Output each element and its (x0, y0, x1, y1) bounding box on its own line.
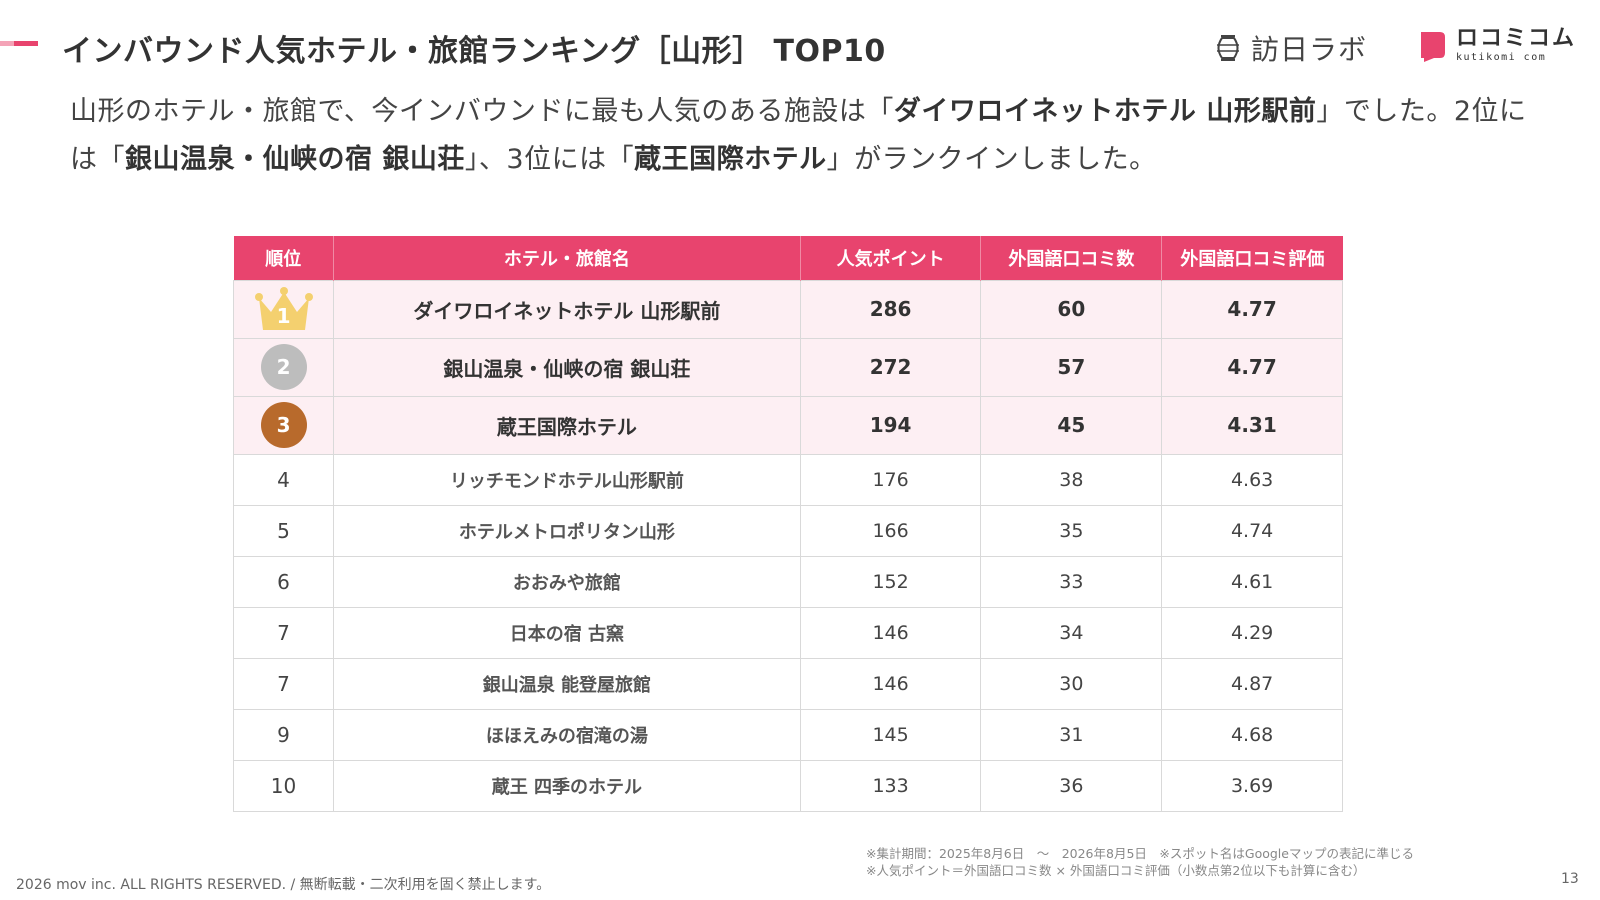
hotel-name: ダイワロイネットホテル 山形駅前 (333, 279, 801, 339)
bronze-medal-icon: 3 (260, 402, 307, 448)
table-row: 6 おおみや旅館 152 33 4.61 (232, 555, 1343, 608)
summary-highlight-first: ダイワロイネットホテル 山形駅前 (893, 96, 1317, 127)
footnote-period: ※集計期間：2025年8月6日 〜 2026年8月5日 ※スポット名はGoogl… (866, 846, 1414, 861)
summary-part: 」でした。2位には「 (70, 96, 1527, 175)
review-count-cell: 38 (980, 453, 1163, 506)
kutikomi-logo-subtext: kutikomi com (1456, 52, 1547, 63)
hotel-name: おおみや旅館 (333, 555, 801, 608)
hotel-name: 銀山温泉・仙峡の宿 銀山荘 (333, 337, 801, 397)
review-count-cell: 33 (980, 555, 1163, 608)
rating-cell: 4.68 (1161, 708, 1343, 761)
table-row: 7 日本の宿 古窯 146 34 4.29 (232, 606, 1343, 659)
table-row: 5 ホテルメトロポリタン山形 166 35 4.74 (232, 504, 1343, 557)
rank-cell: 6 (232, 555, 335, 608)
rating-cell: 4.87 (1161, 657, 1343, 710)
rating-cell: 4.74 (1161, 504, 1343, 557)
rank-cell: 7 (232, 606, 335, 659)
table-row: 7 銀山温泉 能登屋旅館 146 30 4.87 (232, 657, 1343, 710)
summary-highlight-third: 蔵王国際ホテル (634, 144, 827, 175)
hotel-name: 蔵王国際ホテル (333, 395, 801, 455)
kutikomi-logo: ロコミコム kutikomi com (1418, 28, 1576, 63)
table-row: 10 蔵王 四季のホテル 133 36 3.69 (232, 759, 1343, 812)
header-name: ホテル・旅館名 (333, 236, 801, 280)
points-cell: 146 (799, 657, 982, 710)
rank-cell: 5 (232, 504, 335, 557)
copyright-text: 2026 mov inc. ALL RIGHTS RESERVED. / 無断転… (16, 877, 551, 893)
footnotes: ※集計期間：2025年8月6日 〜 2026年8月5日 ※スポット名はGoogl… (866, 845, 1414, 879)
rank-cell: 2 (232, 337, 335, 397)
table-row: 4 リッチモンドホテル山形駅前 176 38 4.63 (232, 453, 1343, 506)
honichi-lab-logo-text: 訪日ラボ (1251, 33, 1368, 66)
rank-number: 1 (276, 304, 291, 328)
speech-bubble-icon (1421, 31, 1445, 62)
page-title: インバウンド人気ホテル・旅館ランキング［山形］ TOP10 (62, 34, 886, 69)
review-count-cell: 35 (980, 504, 1163, 557)
points-cell: 166 (799, 504, 982, 557)
rank-cell: 7 (232, 657, 335, 710)
points-cell: 152 (799, 555, 982, 608)
rank-cell: 10 (232, 759, 335, 812)
table-row: 9 ほほえみの宿滝の湯 145 31 4.68 (232, 708, 1343, 761)
points-cell: 146 (799, 606, 982, 659)
points-cell: 133 (799, 759, 982, 812)
hotel-name: ホテルメトロポリタン山形 (333, 504, 801, 557)
rating-cell: 4.77 (1161, 279, 1343, 339)
ranking-table: 順位 ホテル・旅館名 人気ポイント 外国語口コミ数 外国語口コミ評価 1 ダ (232, 236, 1343, 812)
summary-part: 」、3位には「 (464, 144, 635, 175)
honichi-lab-logo: 訪日ラボ (1213, 28, 1367, 68)
table-row: 2 銀山温泉・仙峡の宿 銀山荘 272 57 4.77 (232, 337, 1343, 397)
rank-cell: 9 (232, 708, 335, 761)
review-count-cell: 57 (980, 337, 1163, 397)
points-cell: 145 (799, 708, 982, 761)
points-cell: 176 (799, 453, 982, 506)
crown-icon: 1 (251, 284, 317, 334)
review-count-cell: 34 (980, 606, 1163, 659)
review-count-cell: 45 (980, 395, 1163, 455)
points-cell: 272 (799, 337, 982, 397)
review-count-cell: 30 (980, 657, 1163, 710)
rating-cell: 4.63 (1161, 453, 1343, 506)
review-count-cell: 36 (980, 759, 1163, 812)
rating-cell: 3.69 (1161, 759, 1343, 812)
hotel-name: 銀山温泉 能登屋旅館 (333, 657, 801, 710)
footnote-formula: ※人気ポイント＝外国語口コミ数 × 外国語口コミ評価（小数点第2位以下も計算に含… (866, 863, 1366, 878)
header-rank: 順位 (233, 236, 335, 280)
rating-cell: 4.61 (1161, 555, 1343, 608)
rating-cell: 4.29 (1161, 606, 1343, 659)
table-header-row: 順位 ホテル・旅館名 人気ポイント 外国語口コミ数 外国語口コミ評価 (233, 236, 1343, 280)
hotel-name: ほほえみの宿滝の湯 (333, 708, 801, 761)
hotel-name: 蔵王 四季のホテル (333, 759, 801, 812)
points-cell: 194 (799, 395, 982, 455)
lantern-icon (1217, 35, 1239, 61)
table-row: 3 蔵王国際ホテル 194 45 4.31 (232, 395, 1343, 455)
rating-cell: 4.77 (1161, 337, 1343, 397)
title-accent-bar (0, 41, 38, 46)
summary-part: 山形のホテル・旅館で、今インバウンドに最も人気のある施設は「 (70, 96, 894, 127)
review-count-cell: 31 (980, 708, 1163, 761)
page-number: 13 (1561, 871, 1579, 887)
header-review-count: 外国語口コミ数 (980, 236, 1163, 280)
header-review-rating: 外国語口コミ評価 (1161, 236, 1343, 280)
table-row: 1 ダイワロイネットホテル 山形駅前 286 60 4.77 (232, 279, 1343, 339)
rank-cell: 3 (232, 395, 335, 455)
rating-cell: 4.31 (1161, 395, 1343, 455)
hotel-name: 日本の宿 古窯 (333, 606, 801, 659)
points-cell: 286 (799, 279, 982, 339)
silver-medal-icon: 2 (260, 344, 307, 390)
summary-part: 」がランクインしました。 (826, 144, 1157, 175)
summary-text: 山形のホテル・旅館で、今インバウンドに最も人気のある施設は「ダイワロイネットホテ… (70, 88, 1550, 184)
review-count-cell: 60 (980, 279, 1163, 339)
summary-highlight-second: 銀山温泉・仙峡の宿 銀山荘 (125, 144, 465, 175)
header-points: 人気ポイント (800, 236, 982, 280)
hotel-name: リッチモンドホテル山形駅前 (333, 453, 801, 506)
rank-cell: 1 (232, 279, 335, 339)
rank-cell: 4 (232, 453, 335, 506)
kutikomi-logo-text: ロコミコム (1456, 26, 1577, 51)
